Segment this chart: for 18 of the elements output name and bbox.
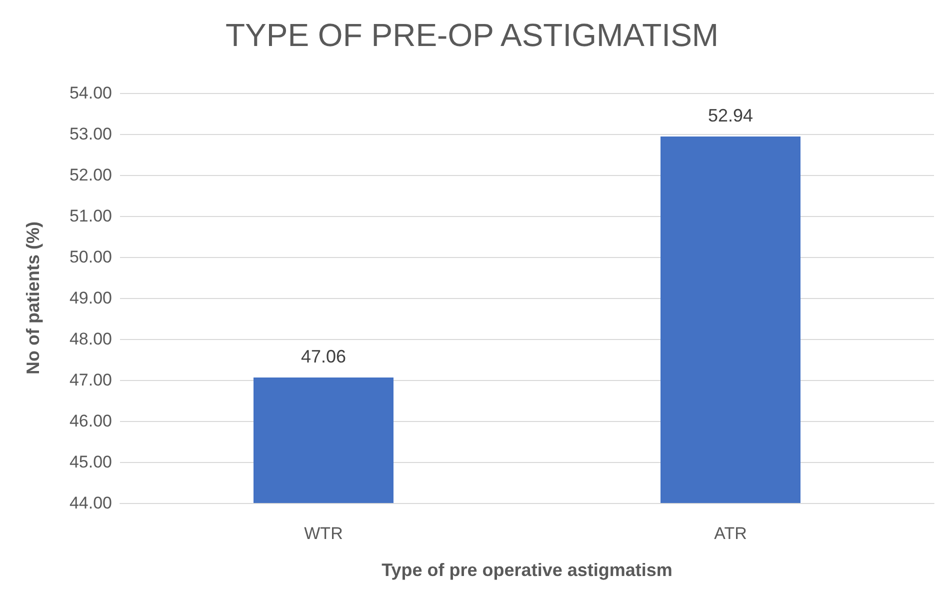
y-tick-label: 53.00	[69, 124, 112, 144]
x-tick-label: ATR	[714, 524, 747, 543]
y-tick-label: 46.00	[69, 412, 112, 430]
chart-title: TYPE OF PRE-OP ASTIGMATISM	[225, 17, 719, 53]
x-tick-label: WTR	[304, 524, 343, 543]
y-tick-label: 48.00	[69, 330, 112, 348]
y-tick-label: 49.00	[69, 288, 112, 308]
y-tick-label: 45.00	[69, 452, 112, 472]
x-axis-title: Type of pre operative astigmatism	[382, 560, 672, 580]
data-label: 52.94	[708, 105, 754, 126]
y-tick-label: 50.00	[69, 248, 112, 266]
data-label: 47.06	[300, 346, 346, 367]
y-tick-label: 47.00	[69, 370, 112, 390]
y-tick-label: 54.00	[69, 84, 112, 102]
y-axis-title: No of patients (%)	[23, 222, 43, 374]
y-tick-label: 44.00	[69, 494, 112, 512]
y-tick-label: 52.00	[69, 166, 112, 184]
y-tick-label: 51.00	[69, 206, 112, 226]
